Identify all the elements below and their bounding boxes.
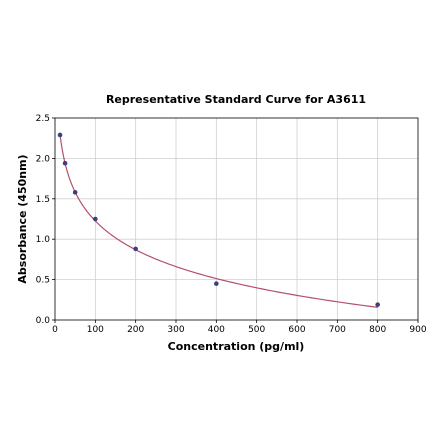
chart-title: Representative Standard Curve for A3611 bbox=[106, 93, 366, 106]
y-tick-label: 1.5 bbox=[36, 195, 50, 205]
y-tick-label: 2.0 bbox=[36, 154, 51, 164]
x-tick-label: 500 bbox=[248, 325, 265, 335]
fit-curve-layer bbox=[59, 134, 378, 308]
data-point bbox=[72, 190, 78, 195]
x-tick-label: 600 bbox=[288, 325, 305, 335]
x-tick-label: 400 bbox=[208, 325, 225, 335]
x-tick-label: 100 bbox=[87, 325, 104, 335]
y-tick-label: 0.5 bbox=[36, 276, 50, 286]
x-tick-label: 900 bbox=[409, 325, 426, 335]
y-tick-label: 2.5 bbox=[36, 114, 50, 124]
fit-curve bbox=[59, 134, 378, 308]
plot-frame bbox=[54, 117, 419, 321]
data-point bbox=[62, 160, 68, 166]
data-points bbox=[57, 132, 380, 307]
data-point bbox=[375, 302, 380, 307]
grid bbox=[52, 117, 419, 323]
y-tick-labels: 0.0 0.5 1.0 1.5 2.0 2.5 bbox=[36, 114, 51, 326]
x-tick-label: 200 bbox=[127, 325, 144, 335]
data-point bbox=[133, 246, 138, 252]
x-tick-label: 800 bbox=[369, 325, 386, 335]
data-point bbox=[57, 132, 63, 138]
x-tick-labels: 0 100 200 300 400 500 600 700 800 900 bbox=[52, 325, 427, 335]
y-axis-label: Absorbance (450nm) bbox=[16, 154, 29, 283]
data-point bbox=[93, 216, 98, 222]
y-tick-label: 1.0 bbox=[36, 235, 51, 245]
x-tick-label: 700 bbox=[329, 325, 346, 335]
x-tick-label: 0 bbox=[52, 325, 58, 335]
y-tick-label: 0.0 bbox=[36, 316, 51, 326]
x-tick-label: 300 bbox=[167, 325, 184, 335]
x-axis-label: Concentration (pg/ml) bbox=[168, 340, 305, 353]
data-point bbox=[214, 281, 219, 286]
